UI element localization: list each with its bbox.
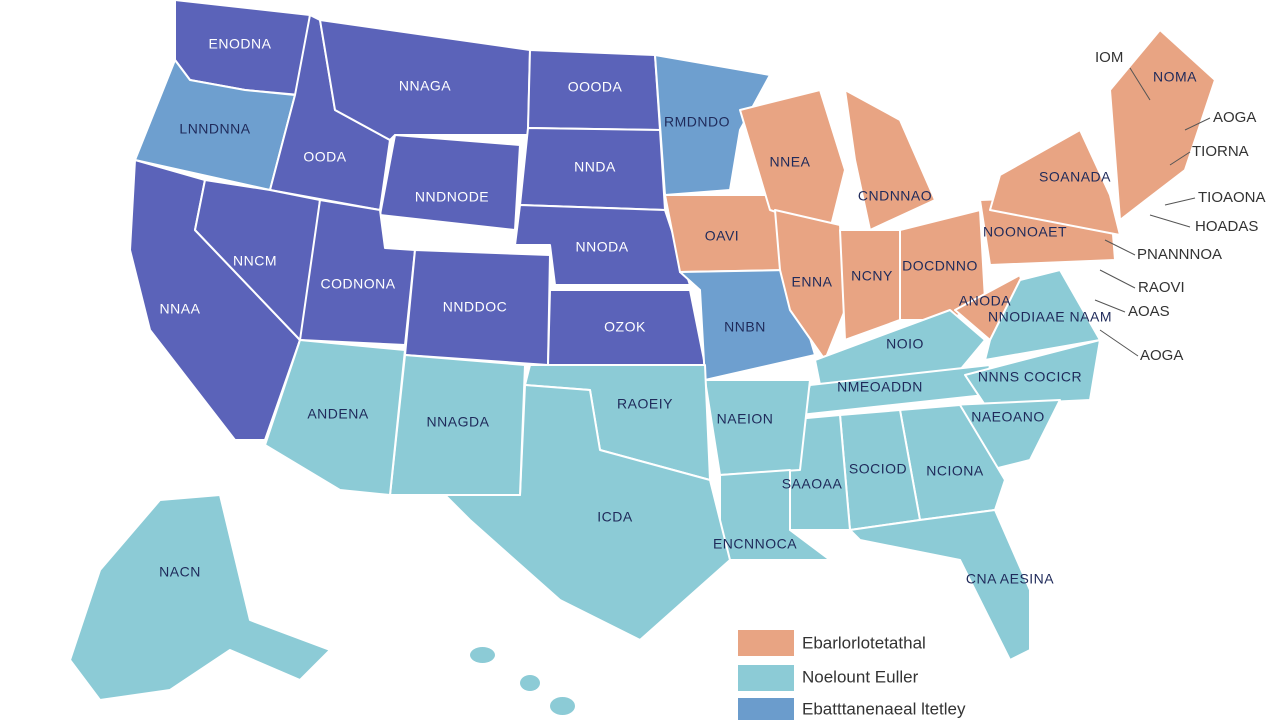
- legend-swatch: [738, 630, 794, 656]
- state-label: NNNS COCICR: [978, 369, 1082, 385]
- state-label: ICDA: [597, 509, 633, 525]
- state-label: NNBN: [724, 319, 766, 335]
- state-label: NMEOADDN: [837, 379, 923, 395]
- state-label: NOMA: [1153, 69, 1197, 85]
- island: [470, 647, 495, 663]
- callout-line: [1184, 117, 1211, 131]
- callout-line: [1169, 151, 1191, 166]
- callout-line: [1094, 299, 1126, 313]
- state-label: NNCM: [233, 253, 277, 269]
- callout-line: [1099, 269, 1136, 289]
- state-label: NCNY: [851, 268, 893, 284]
- callout-label: TIOAONA: [1198, 189, 1266, 206]
- state-label: LNNDNNA: [179, 121, 250, 137]
- state-label: OOODA: [568, 79, 623, 95]
- state-label: SOCIOD: [849, 461, 907, 477]
- callout-line: [1149, 214, 1191, 228]
- callout-line: [1164, 197, 1196, 206]
- state-label: CNDNNAO: [858, 188, 932, 204]
- callout-label: PNANNNOA: [1137, 246, 1222, 263]
- state-label: NCIONA: [926, 463, 984, 479]
- callout-label: HOADAS: [1195, 218, 1258, 235]
- state-label: SOANADA: [1039, 169, 1111, 185]
- state-label: RMDNDO: [664, 114, 730, 130]
- state-shape: [844, 89, 936, 231]
- state-shape: [849, 509, 1031, 661]
- state-label: NOONOAET: [983, 224, 1067, 240]
- state-shape: [704, 379, 811, 476]
- state-shape: [264, 339, 406, 496]
- state-shape: [989, 129, 1121, 236]
- state-label: NNDNODE: [415, 189, 489, 205]
- state-label: ENODNA: [209, 36, 272, 52]
- callout-label: AOGA: [1213, 109, 1256, 126]
- legend-swatch: [738, 665, 794, 691]
- state-shape: [964, 339, 1101, 406]
- callout-line: [1104, 239, 1136, 256]
- legend: Ebarlorlotetathal Noelount Euller Ebattt…: [738, 630, 966, 720]
- state-label: NNAA: [160, 301, 201, 317]
- callout-label: TIORNA: [1192, 143, 1249, 160]
- state-label: NNEA: [770, 154, 811, 170]
- state-shape: [379, 134, 521, 231]
- state-label: NNDA: [574, 159, 616, 175]
- state-label: NNAGA: [399, 78, 451, 94]
- state-shape: [814, 309, 986, 386]
- state-shape: [839, 229, 901, 341]
- legend-label: Ebatttanenaeal ltetley: [802, 699, 966, 718]
- state-label: NAEOANO: [971, 409, 1045, 425]
- state-shape: [514, 204, 691, 286]
- island: [550, 697, 575, 715]
- state-label: OZOK: [604, 319, 646, 335]
- state-label: RAOEIY: [617, 396, 673, 412]
- callout-line: [1099, 329, 1139, 357]
- state-shape: [654, 54, 771, 196]
- state-label: ANODA: [959, 293, 1011, 309]
- legend-label: Noelount Euller: [802, 667, 919, 686]
- state-label: ENCNNOCA: [713, 536, 797, 552]
- state-label: OODA: [303, 149, 346, 165]
- state-label: ANDENA: [307, 406, 369, 422]
- state-label: DOCDNNO: [902, 258, 978, 274]
- callout-label: AOAS: [1128, 303, 1170, 320]
- states: [69, 0, 1216, 715]
- callout-label: RAOVI: [1138, 279, 1185, 296]
- state-label: OAVI: [705, 228, 739, 244]
- state-label: NAEION: [717, 411, 774, 427]
- state-label: SAAOAA: [782, 476, 843, 492]
- state-shape: [679, 269, 816, 381]
- state-label: ENNA: [792, 274, 833, 290]
- state-labels: ENODNA LNNDNNA OODA NNAGA OOODA NNDA NNDNODE NN…: [159, 36, 1197, 587]
- state-label: NNDDOC: [443, 299, 507, 315]
- state-label: NNODIAAE NAAM: [988, 309, 1112, 325]
- legend-swatch: [738, 698, 794, 720]
- callout-label: AOGA: [1140, 347, 1183, 364]
- state-shape: [69, 494, 331, 701]
- state-label: NNODA: [575, 239, 628, 255]
- state-shape: [739, 89, 846, 231]
- callout-line: [1129, 67, 1151, 101]
- legend-label: Ebarlorlotetathal: [802, 633, 926, 652]
- state-label: NNAGDA: [427, 414, 490, 430]
- island: [520, 675, 540, 691]
- state-shape: [984, 269, 1101, 361]
- state-label: CODNONA: [320, 276, 395, 292]
- state-label: NACN: [159, 564, 201, 580]
- state-label: CNA AESINA: [966, 571, 1054, 587]
- callout-label: IOM: [1095, 49, 1123, 66]
- callouts: IOM AOGA TIORNA TIOAONA HOADAS PNANNNOA …: [1094, 49, 1266, 364]
- state-label: NOIO: [886, 336, 924, 352]
- state-shape: [299, 199, 416, 346]
